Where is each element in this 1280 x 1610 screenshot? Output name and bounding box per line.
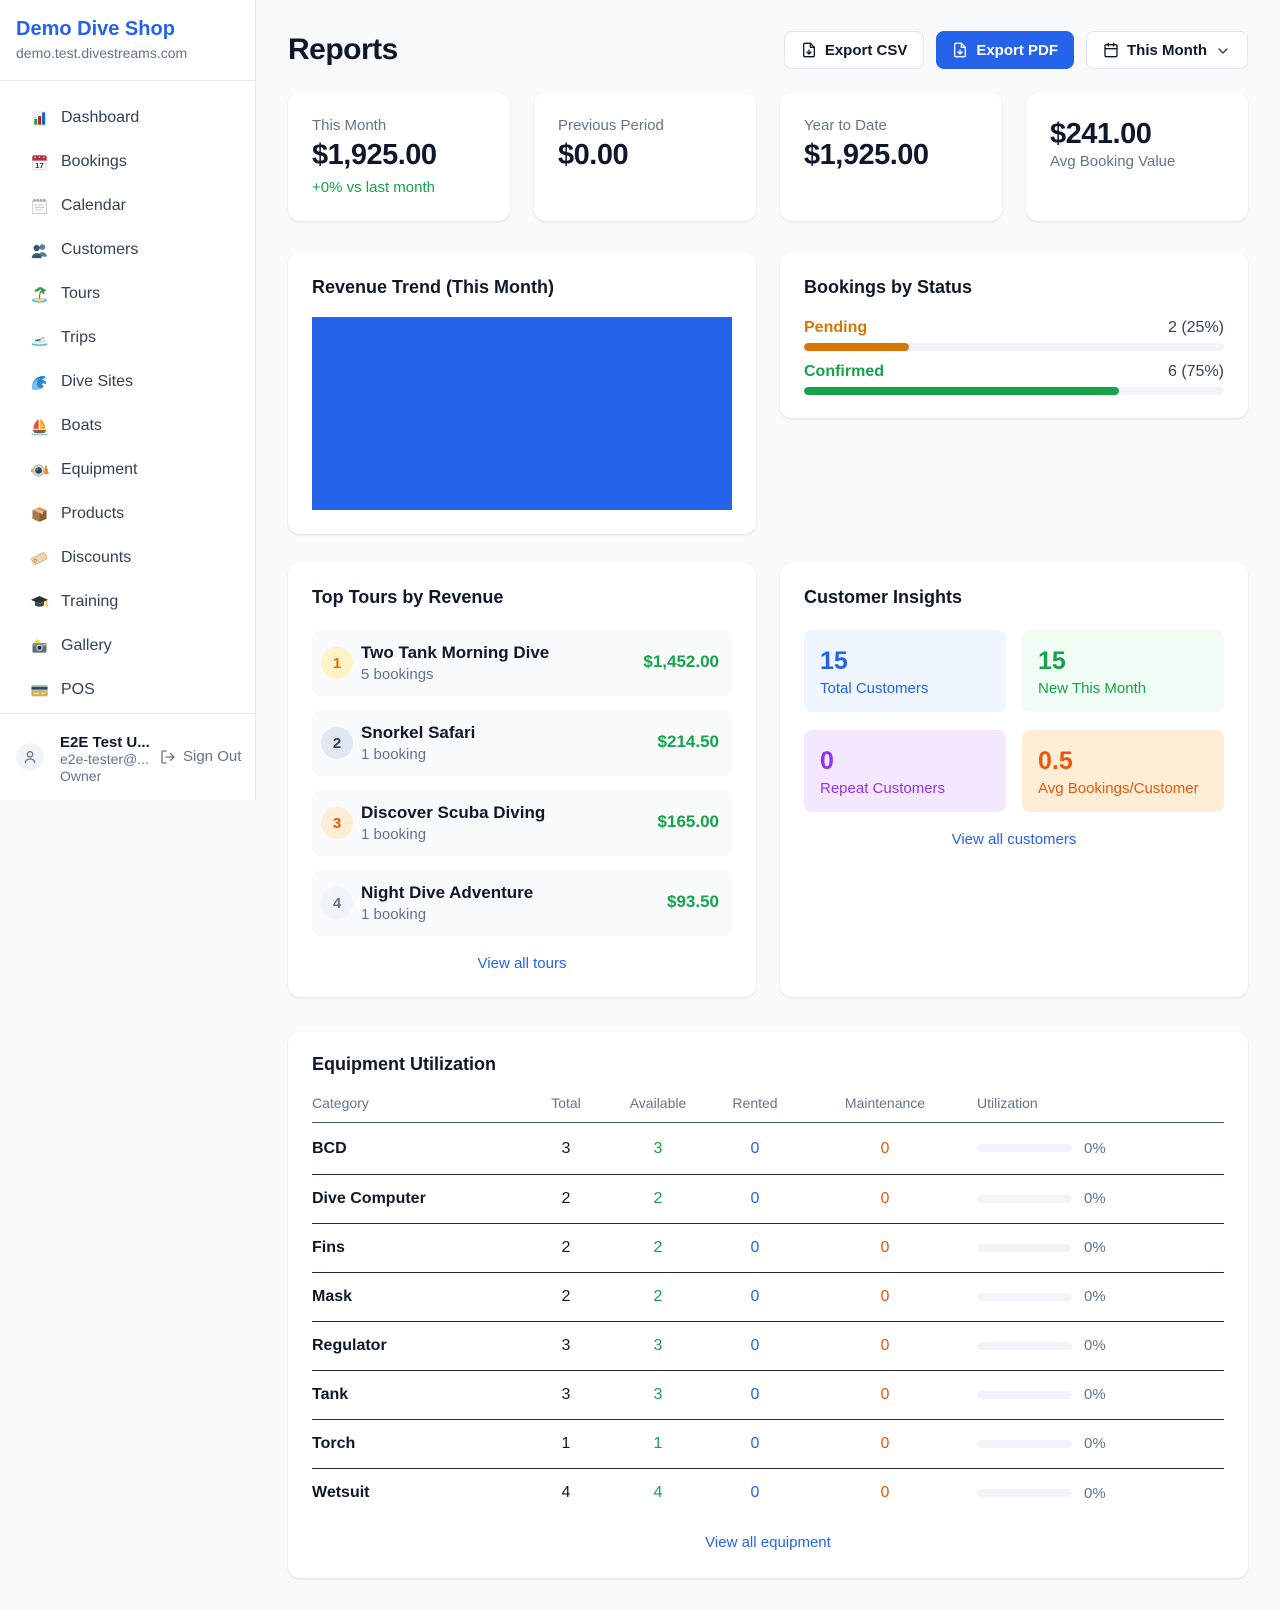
svg-text:17: 17 bbox=[35, 160, 44, 169]
